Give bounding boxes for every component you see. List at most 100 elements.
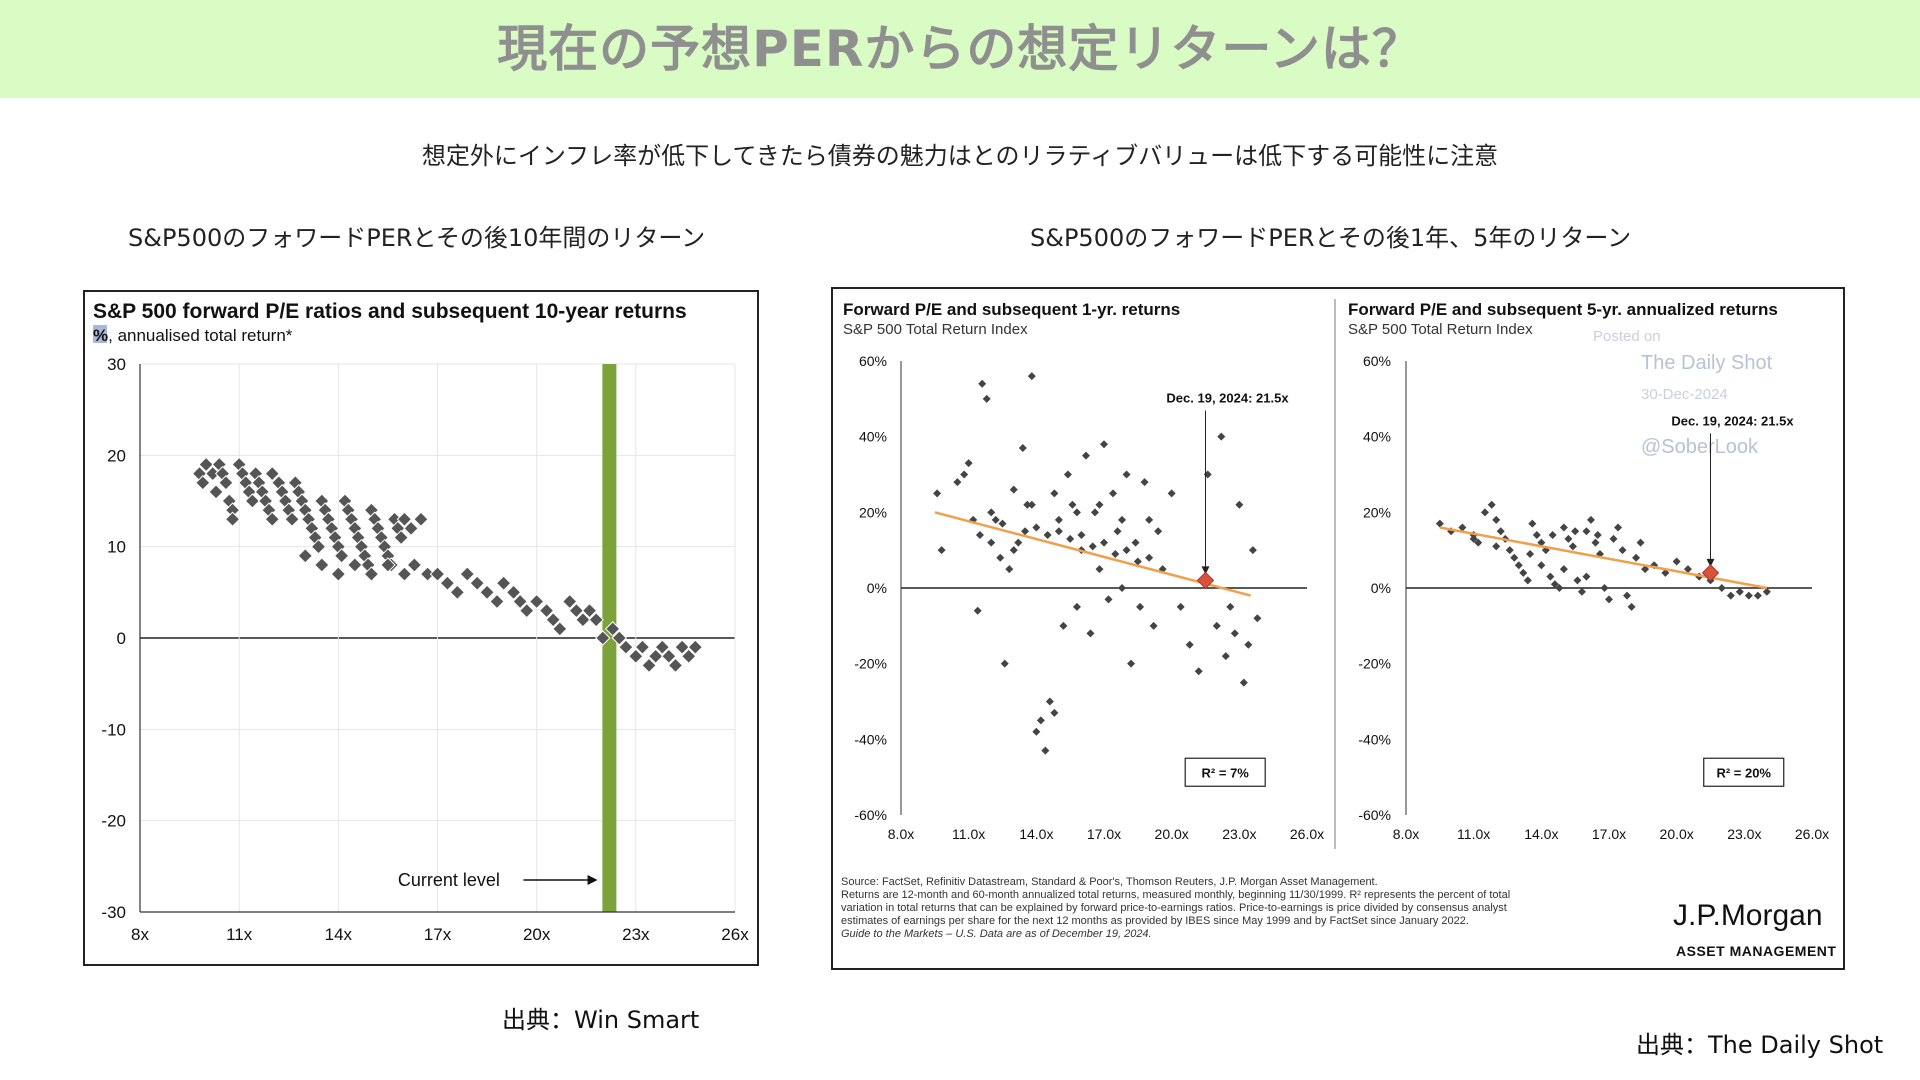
page-subtitle: 想定外にインフレ率が低下してきたら債券の魅力はとのリラティブバリューは低下する可… [421, 142, 1499, 170]
data-point [1136, 602, 1145, 611]
data-point [1043, 531, 1052, 540]
data-point [588, 612, 604, 628]
y-tick-label: -20% [1358, 656, 1391, 672]
data-point [1050, 708, 1059, 717]
data-point [1118, 584, 1127, 592]
data-point [1122, 470, 1131, 479]
annotation-arrowhead [1706, 558, 1715, 567]
data-point [264, 465, 280, 482]
data-point [1514, 561, 1523, 570]
chart0-subtitle: %, annualised total return* [93, 326, 293, 345]
data-point [1185, 640, 1194, 649]
y-tick-label: 20 [107, 446, 126, 465]
data-point [1009, 546, 1018, 555]
data-point [1248, 546, 1257, 555]
footnote-line-4: estimates of earnings per share for the … [841, 915, 1469, 927]
data-point [647, 648, 664, 664]
x-tick-label: 26.0x [1795, 826, 1829, 842]
data-point [393, 529, 409, 546]
pe-1yr-5yr-returns-chart: Forward P/E and subsequent 1-yr. returns… [841, 299, 1836, 959]
y-tick-label: 30 [107, 355, 126, 374]
y-tick-label: 40% [859, 429, 887, 445]
data-point [1753, 591, 1762, 600]
data-point [1600, 584, 1609, 592]
data-point [937, 546, 946, 555]
x-tick-label: 17.0x [1592, 826, 1626, 842]
current-level-label: Current level [398, 870, 500, 890]
data-point [987, 508, 996, 517]
x-tick-label: 11x [226, 925, 253, 944]
data-point [284, 511, 300, 527]
trend-line [934, 511, 1251, 597]
data-point [1226, 602, 1235, 611]
data-point [1005, 565, 1014, 574]
data-point [1100, 538, 1108, 547]
data-point [611, 630, 628, 646]
data-point [380, 557, 396, 573]
x-tick-label: 8.0x [888, 826, 914, 842]
x-tick-label: 20.0x [1660, 826, 1694, 842]
data-point [1548, 531, 1557, 540]
data-point [1021, 527, 1030, 536]
data-point [1586, 515, 1595, 524]
y-tick-label: 0% [867, 580, 887, 596]
data-point [998, 519, 1007, 528]
data-point [528, 593, 545, 610]
x-tick-label: 26.0x [1290, 826, 1324, 842]
data-point [1559, 523, 1568, 532]
data-point [449, 584, 466, 601]
data-point [1027, 372, 1036, 381]
data-point [1571, 527, 1580, 536]
data-point [1672, 557, 1681, 566]
data-point [1059, 621, 1068, 630]
page-title: 現在の予想PERからの想定リターンは？ [497, 20, 1423, 78]
data-point [1045, 697, 1054, 706]
y-tick-label: 60% [1363, 353, 1391, 369]
data-point [1088, 542, 1097, 551]
y-tick-label: -60% [854, 807, 887, 823]
data-point [244, 493, 261, 509]
data-point [1066, 534, 1075, 543]
data-point [406, 557, 423, 573]
data-point [1541, 546, 1550, 555]
right-chart-panel: Forward P/E and subsequent 1-yr. returns… [831, 287, 1845, 970]
data-point [310, 538, 327, 555]
data-point [1582, 527, 1591, 536]
data-point [996, 553, 1005, 562]
data-point [1239, 678, 1248, 687]
data-point [195, 475, 211, 491]
y-tick-label: -60% [1358, 807, 1391, 823]
data-point [1550, 580, 1559, 589]
data-point [1564, 534, 1573, 543]
data-point [1000, 659, 1009, 668]
data-point [1145, 553, 1154, 562]
data-point [1167, 489, 1176, 498]
left-chart-panel: S&P 500 forward P/E ratios and subsequen… [83, 290, 759, 966]
data-point [1009, 485, 1018, 494]
y-tick-label: 60% [859, 353, 887, 369]
data-point [347, 557, 363, 573]
data-point [479, 584, 495, 601]
x-tick-label: 17.0x [1087, 826, 1121, 842]
data-point [1458, 523, 1467, 532]
y-tick-label: 10 [107, 538, 126, 557]
data-point [1023, 500, 1032, 509]
data-point [1632, 553, 1641, 562]
data-point [1149, 621, 1158, 630]
data-point [403, 520, 419, 537]
data-point [208, 484, 224, 500]
data-point [595, 630, 611, 646]
data-point [1063, 470, 1072, 479]
y-tick-label: -30 [101, 903, 126, 922]
data-point [1235, 500, 1244, 509]
x-tick-label: 14x [325, 925, 353, 944]
data-point [1492, 542, 1501, 551]
data-point [964, 459, 973, 468]
data-point [1109, 489, 1118, 498]
data-point [519, 602, 535, 619]
data-point [538, 602, 555, 619]
data-point [330, 566, 347, 582]
data-point [1526, 549, 1535, 558]
footnote-line-3: variation in total returns that can be e… [841, 902, 1507, 914]
r-squared-box [1184, 757, 1266, 787]
